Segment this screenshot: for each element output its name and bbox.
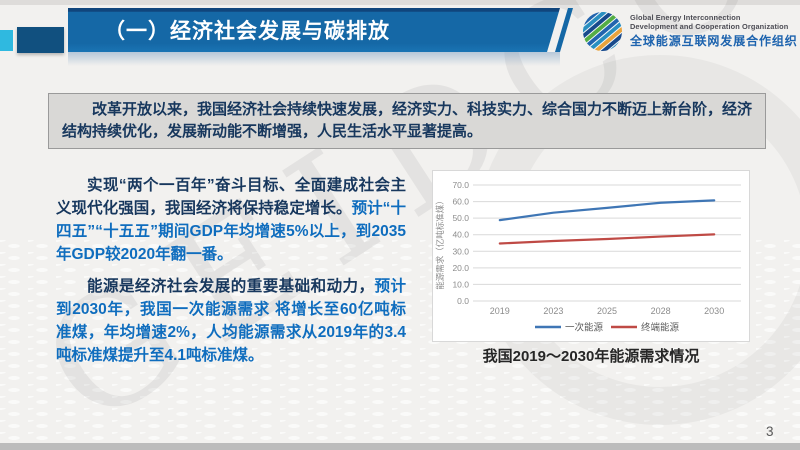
svg-text:40.0: 40.0 <box>452 230 469 240</box>
energy-demand-chart: 0.0 10.0 20.0 30.0 40.0 50.0 60.0 70.0 2019 2023 2… <box>432 170 750 342</box>
svg-text:一次能源: 一次能源 <box>565 322 604 334</box>
svg-text:10.0: 10.0 <box>452 279 469 289</box>
logo-english-line1: Global Energy Interconnection <box>630 12 741 22</box>
svg-text:0.0: 0.0 <box>457 296 469 306</box>
svg-text:终端能源: 终端能源 <box>641 322 680 334</box>
page-number: 3 <box>766 424 774 439</box>
header-banner: （一）经济社会发展与碳排放 <box>68 8 560 52</box>
header-accent-navy <box>17 27 64 53</box>
svg-text:2019: 2019 <box>490 306 510 316</box>
svg-text:50.0: 50.0 <box>452 213 469 223</box>
slide-top-edge <box>0 0 800 5</box>
body-text-column: 实现“两个一百年”奋斗目标、全面建成社会主义现代化强国，我国经济将保持稳定增长。… <box>56 174 406 376</box>
svg-text:60.0: 60.0 <box>452 197 469 207</box>
svg-text:2028: 2028 <box>651 306 671 316</box>
slide-bottom-edge <box>0 443 800 450</box>
intro-text-box: 改革开放以来，我国经济社会持续快速发展，经济实力、科技实力、综合国力不断迈上新台… <box>48 93 766 149</box>
svg-text:2023: 2023 <box>543 306 563 316</box>
svg-text:70.0: 70.0 <box>452 180 469 190</box>
intro-text: 改革开放以来，我国经济社会持续快速发展，经济实力、科技实力、综合国力不断迈上新台… <box>62 101 753 140</box>
header-banner-reflection <box>68 52 560 66</box>
globe-icon <box>582 10 623 52</box>
svg-text:能源需求（亿吨标准煤）: 能源需求（亿吨标准煤） <box>435 196 445 290</box>
logo-english-line2: Development and Cooperation Organization <box>630 22 789 32</box>
paragraph-economy: 实现“两个一百年”奋斗目标、全面建成社会主义现代化强国，我国经济将保持稳定增长。… <box>56 177 406 263</box>
line-chart: 0.0 10.0 20.0 30.0 40.0 50.0 60.0 70.0 2019 2023 2… <box>435 180 741 334</box>
chart-caption: 我国2019～2030年能源需求情况 <box>482 348 700 365</box>
svg-text:2025: 2025 <box>597 306 617 316</box>
organization-logo: Global Energy Interconnection Developmen… <box>582 6 798 56</box>
svg-text:2030: 2030 <box>704 306 724 316</box>
slide-title: （一）经济社会发展与碳排放 <box>104 20 390 43</box>
svg-text:20.0: 20.0 <box>452 263 469 273</box>
logo-chinese-name: 全球能源互联网发展合作组织 <box>630 33 798 48</box>
header-accent-cyan <box>0 30 13 51</box>
svg-text:30.0: 30.0 <box>452 246 469 256</box>
paragraph-energy: 能源是经济社会发展的重要基础和动力，预计到2030年，我国一次能源需求 将增长至… <box>56 278 406 364</box>
